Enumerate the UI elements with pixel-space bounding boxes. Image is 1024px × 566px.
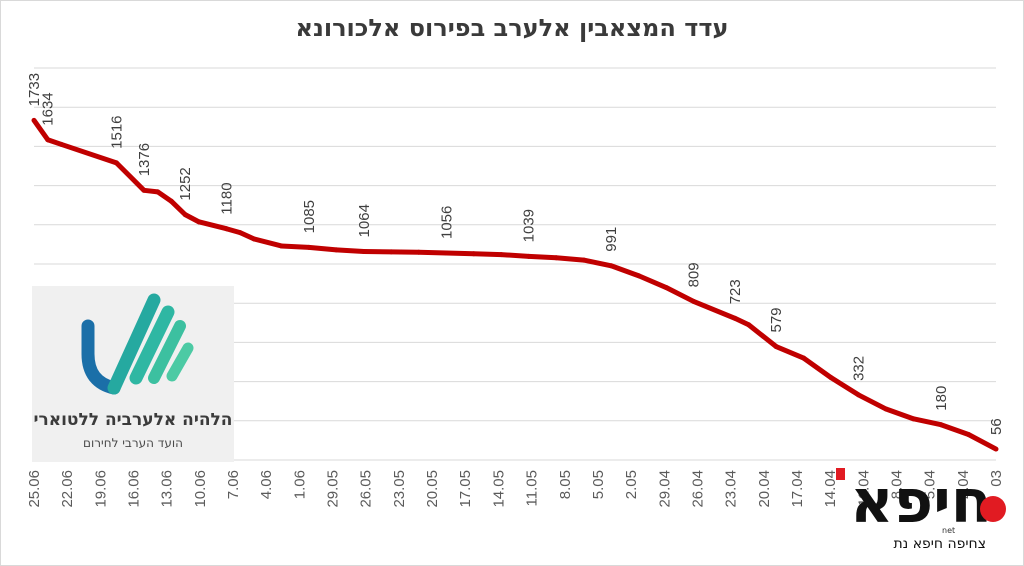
data-label: 180: [933, 386, 950, 411]
series-segment: [732, 315, 752, 328]
logo-name: הלהיה אלערביה ללטוארי: [33, 410, 233, 430]
data-label: 1085: [301, 200, 318, 233]
haifa-net-watermark: חיפא net צחיפה חיפא נת: [830, 466, 1020, 562]
x-tick-label: 17.05: [457, 470, 474, 508]
series-segment: [801, 355, 834, 381]
data-label: 1180: [218, 182, 235, 214]
emergency-committee-logo: הלהיה אלערביה ללטוארי הועד הערבי לחירום: [32, 286, 234, 462]
x-tick-label: 1.06: [291, 470, 308, 499]
series-segment: [691, 298, 738, 321]
series-segment: [581, 257, 614, 269]
logo-mark-icon: [81, 293, 194, 395]
brand-net: net: [942, 526, 956, 535]
brand-name: חיפא: [849, 467, 992, 537]
x-tick-label: 11.04: [855, 470, 872, 506]
x-tick-label: 14.05: [490, 470, 507, 508]
series-line: [31, 117, 999, 452]
series-segment: [251, 236, 284, 249]
series-segment: [828, 375, 862, 398]
logo-subtitle: הועד הערבי לחירום: [83, 436, 183, 450]
series-segment: [58, 141, 119, 166]
x-tick-label: 23.04: [723, 470, 740, 508]
x-tick-label: 29.05: [325, 470, 342, 508]
x-tick-label: 2.04: [955, 470, 972, 499]
series-segment: [155, 189, 174, 204]
series-segment: [746, 322, 779, 350]
x-tick-label: 23.05: [391, 470, 408, 508]
x-tick-label: 29.04: [656, 470, 673, 508]
series-segment: [966, 432, 999, 452]
data-label: 1039: [521, 209, 538, 242]
series-segment: [237, 230, 257, 242]
x-axis-ticks: 25.06 22.06 19.06 16.06 13.06 10.06 7.06 4.06 1.…: [26, 470, 1005, 508]
data-label: 809: [686, 262, 703, 287]
data-label: 1376: [136, 143, 153, 176]
series-segment: [856, 392, 889, 412]
x-tick-label: 20.04: [756, 470, 773, 508]
data-label: 1064: [356, 204, 373, 237]
series-segment: [608, 263, 642, 279]
x-tick-label: 19.06: [92, 470, 109, 508]
x-tick-label: 4.06: [258, 470, 275, 499]
x-tick-label: 17.04: [789, 470, 806, 508]
data-label: 1634: [40, 92, 57, 125]
flag-icon: [836, 468, 845, 480]
series-segment: [113, 160, 147, 193]
series-segment: [306, 244, 339, 253]
brand-dot-icon: [980, 496, 1006, 522]
x-tick-label: 25.06: [26, 470, 43, 508]
data-label: 579: [768, 307, 785, 332]
series-segment: [526, 253, 559, 261]
x-tick-label: 14.04: [822, 470, 839, 508]
series-segment: [911, 416, 944, 428]
series-segment: [663, 285, 697, 304]
x-tick-label: 22.06: [59, 470, 76, 508]
x-tick-label: 20.05: [424, 470, 441, 508]
x-tick-label: 26.04: [689, 470, 706, 508]
data-label: 991: [603, 227, 620, 252]
series-segment: [416, 249, 449, 256]
chart-title: עדד המצאבין אלערב בפירוס אלכורונא: [295, 14, 729, 42]
x-tick-label: 8.05: [557, 470, 574, 499]
series-segment: [938, 422, 972, 438]
series-segment: [471, 251, 504, 258]
data-label: 1516: [108, 115, 125, 148]
series-segment: [773, 344, 807, 361]
data-label: 56: [988, 418, 1005, 435]
series-segment: [883, 406, 917, 422]
series-segment: [196, 219, 229, 232]
x-tick-label: 11.05: [524, 470, 541, 506]
x-tick-label: 26.05: [358, 470, 375, 508]
series-segment: [636, 273, 669, 291]
series-segment: [31, 117, 51, 143]
data-label: 1733: [26, 73, 43, 106]
x-tick-label: 5.05: [590, 470, 607, 499]
x-tick-label: 2.05: [623, 470, 640, 499]
data-label: 1252: [177, 167, 194, 200]
x-tick-label: 7.06: [225, 470, 242, 499]
series-segment: [498, 252, 532, 259]
series-segment: [182, 212, 202, 225]
series-segment: [333, 247, 367, 254]
series-segment: [553, 255, 587, 263]
x-tick-label: 5.04: [922, 470, 939, 499]
x-tick-label: 8.04: [888, 470, 905, 499]
x-tick-label: 10.06: [192, 470, 209, 508]
x-tick-label: 03: [988, 470, 1005, 487]
x-tick-label: 16.06: [126, 470, 143, 508]
data-label: 1056: [438, 206, 455, 239]
x-tick-label: 13.06: [159, 470, 176, 508]
series-segment: [168, 198, 188, 218]
series-segment: [443, 250, 477, 257]
data-label: 332: [851, 356, 868, 381]
brand-subtitle: צחיפה חיפא נת: [893, 536, 986, 552]
data-label: 723: [727, 279, 744, 304]
series-segment: [278, 243, 312, 250]
